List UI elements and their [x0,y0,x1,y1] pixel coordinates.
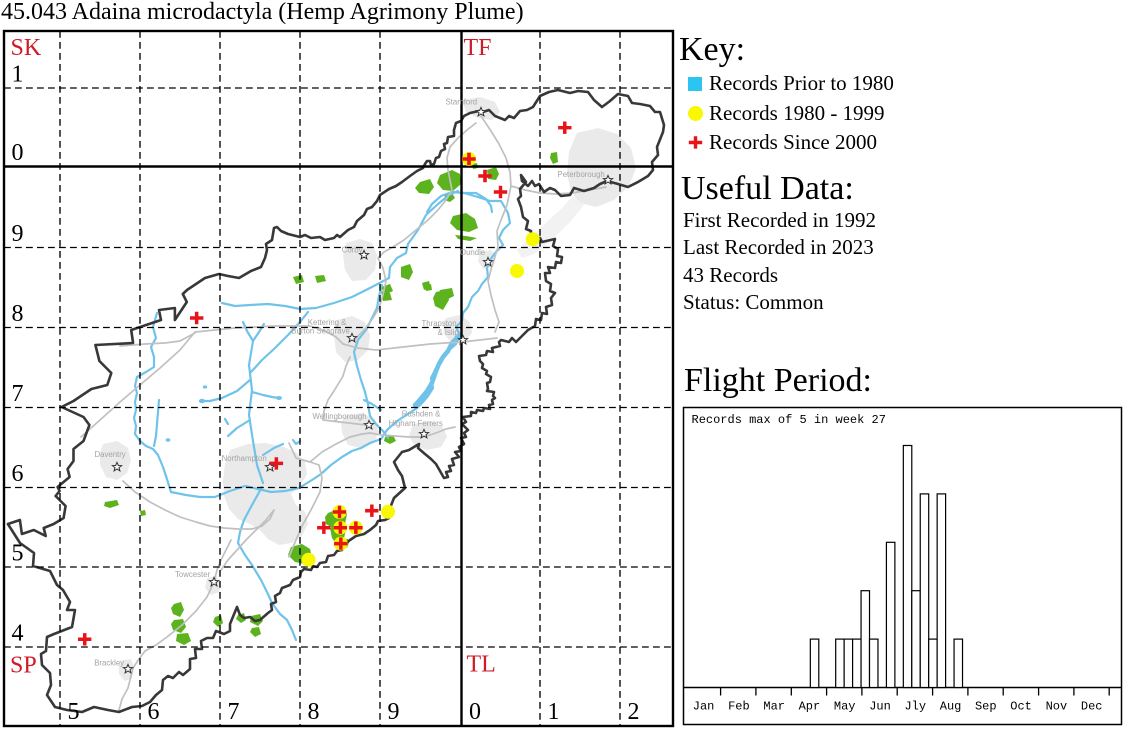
svg-text:SP: SP [10,653,37,679]
svg-text:6: 6 [12,461,24,487]
svg-text:9: 9 [388,699,400,725]
svg-text:Corby: Corby [342,246,363,255]
svg-text:SK: SK [11,35,42,61]
svg-text:Oundle: Oundle [460,248,485,257]
svg-text:Jun: Jun [869,700,891,714]
svg-text:8: 8 [308,699,320,725]
svg-text:Oct: Oct [1010,700,1032,714]
svg-text:Rushden &: Rushden & [402,410,441,419]
svg-text:Nov: Nov [1046,700,1068,714]
svg-text:2: 2 [628,699,640,725]
svg-text:5: 5 [12,541,24,567]
svg-text:Jly: Jly [904,700,926,714]
svg-text:& Islip: & Islip [438,328,460,337]
svg-text:8: 8 [12,301,24,327]
svg-text:Stamford: Stamford [446,98,478,107]
svg-text:Sep: Sep [975,700,997,714]
svg-text:Wellingborough: Wellingborough [313,412,367,421]
svg-text:Records max of 5 in week 27: Records max of 5 in week 27 [692,413,886,427]
svg-text:Mar: Mar [763,700,785,714]
svg-text:6: 6 [148,699,160,725]
svg-text:May: May [834,700,856,714]
svg-text:Brackley: Brackley [94,659,124,668]
svg-text:Apr: Apr [799,700,821,714]
svg-text:0: 0 [12,140,24,166]
svg-text:7: 7 [12,381,24,407]
svg-text:5: 5 [68,699,80,725]
svg-text:Aug: Aug [940,700,962,714]
svg-text:9: 9 [12,221,24,247]
svg-text:Kettering &: Kettering & [308,318,347,327]
svg-text:Dec: Dec [1081,700,1103,714]
svg-text:Northampton: Northampton [222,454,267,463]
svg-text:Feb: Feb [728,700,750,714]
svg-text:0: 0 [469,699,481,725]
svg-text:Burton Seagrave: Burton Seagrave [291,327,350,336]
svg-text:Higham Ferrers: Higham Ferrers [389,419,443,428]
svg-text:Towcester: Towcester [175,570,211,579]
svg-text:7: 7 [228,699,240,725]
svg-text:Daventry: Daventry [95,450,126,459]
svg-text:TL: TL [467,652,496,678]
svg-text:TF: TF [464,35,492,61]
svg-text:4: 4 [12,621,24,647]
svg-text:Jan: Jan [693,700,715,714]
svg-text:Thrapston: Thrapston [422,319,457,328]
svg-text:1: 1 [12,62,24,88]
svg-text:1: 1 [548,699,560,725]
svg-text:Peterborough: Peterborough [558,170,605,179]
